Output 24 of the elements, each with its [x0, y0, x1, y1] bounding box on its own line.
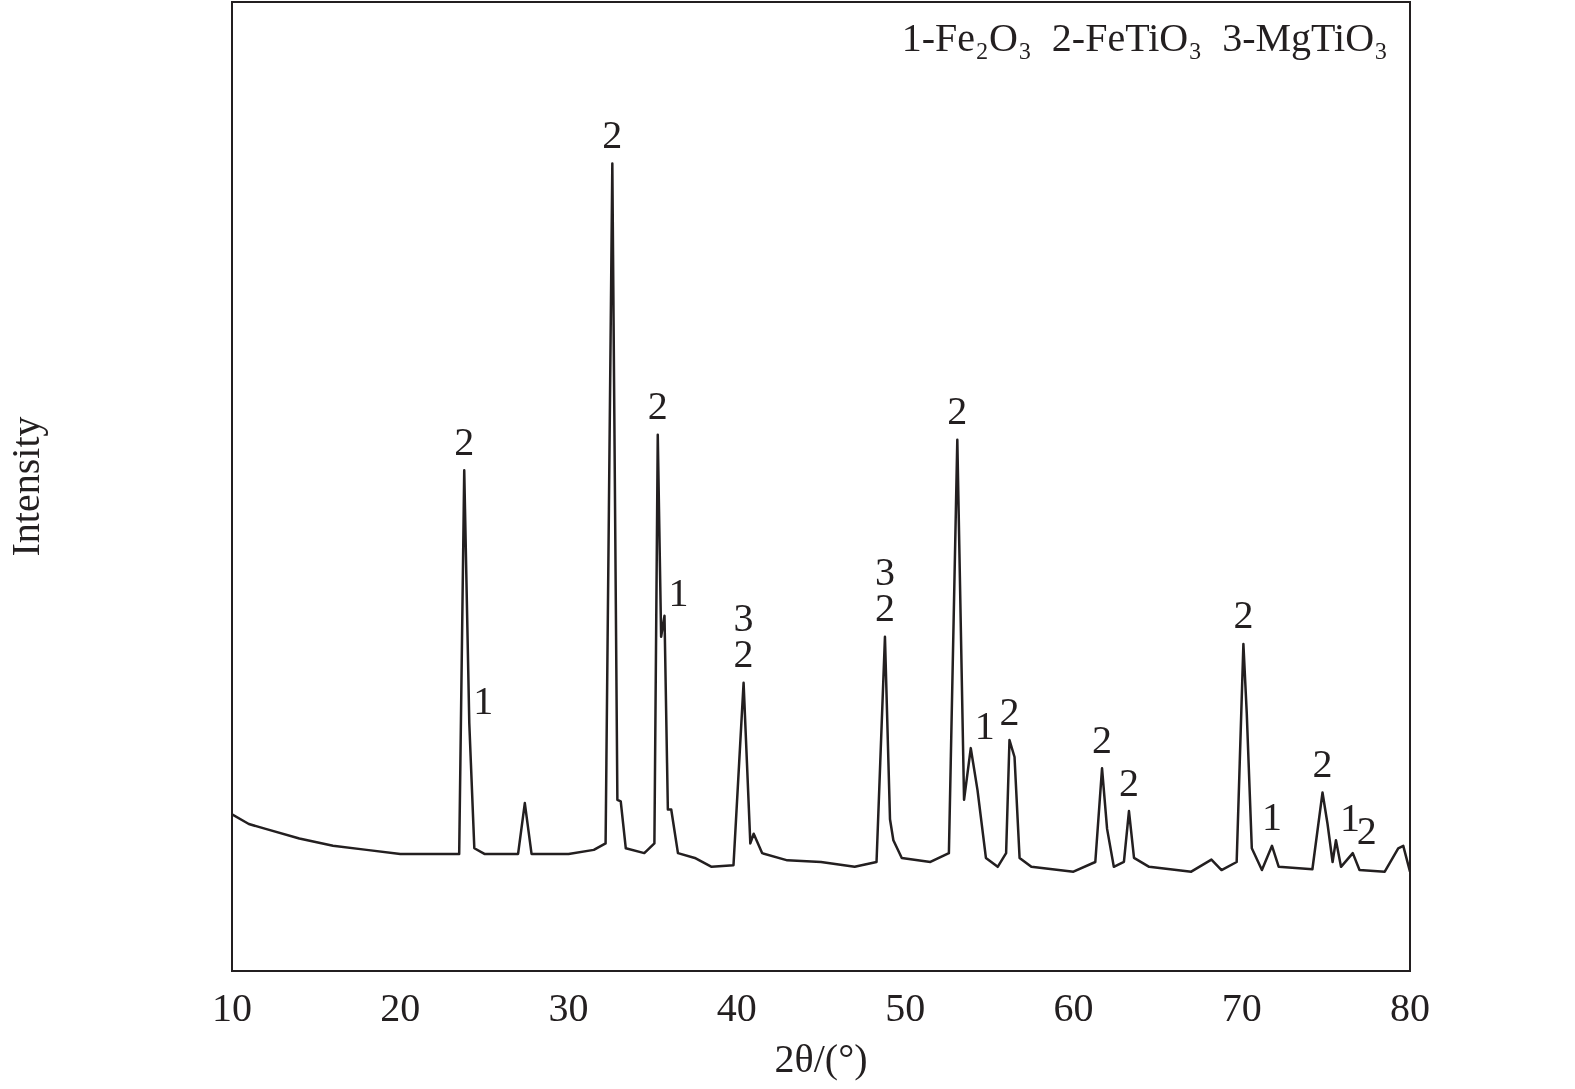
annotation: 2	[1312, 741, 1333, 787]
annotation: 2	[647, 383, 668, 429]
annotation: 2	[454, 418, 475, 464]
x-tick-label: 80	[1390, 984, 1430, 1030]
annotation: 1	[668, 570, 689, 616]
annotation: 2	[602, 112, 623, 157]
x-tick-label: 60	[1053, 984, 1094, 1030]
text: 1-Fe₂O₃ 2-FeTiO₃ 3-MgTiO₃	[901, 14, 1388, 60]
annotation: 1	[974, 702, 995, 748]
x-tick-label: 40	[716, 984, 757, 1030]
x-tick-label: 30	[548, 984, 589, 1030]
y-axis-title: Intensity	[2, 416, 48, 557]
x-axis-title: 2θ/(°)	[774, 1035, 868, 1081]
x-tick-label: 10	[212, 984, 252, 1030]
annotation: 2	[1118, 759, 1139, 805]
x-tick-label: 20	[380, 984, 421, 1030]
x-tick-label: 50	[885, 984, 926, 1030]
annotation: 2	[1092, 716, 1113, 762]
annotation: 2	[947, 388, 968, 434]
annotation: 2	[999, 688, 1020, 734]
annotation: 2	[1233, 592, 1254, 638]
annotation: 1	[473, 677, 494, 723]
x-tick-label: 70	[1221, 984, 1262, 1030]
annotation: 1	[1262, 794, 1283, 840]
